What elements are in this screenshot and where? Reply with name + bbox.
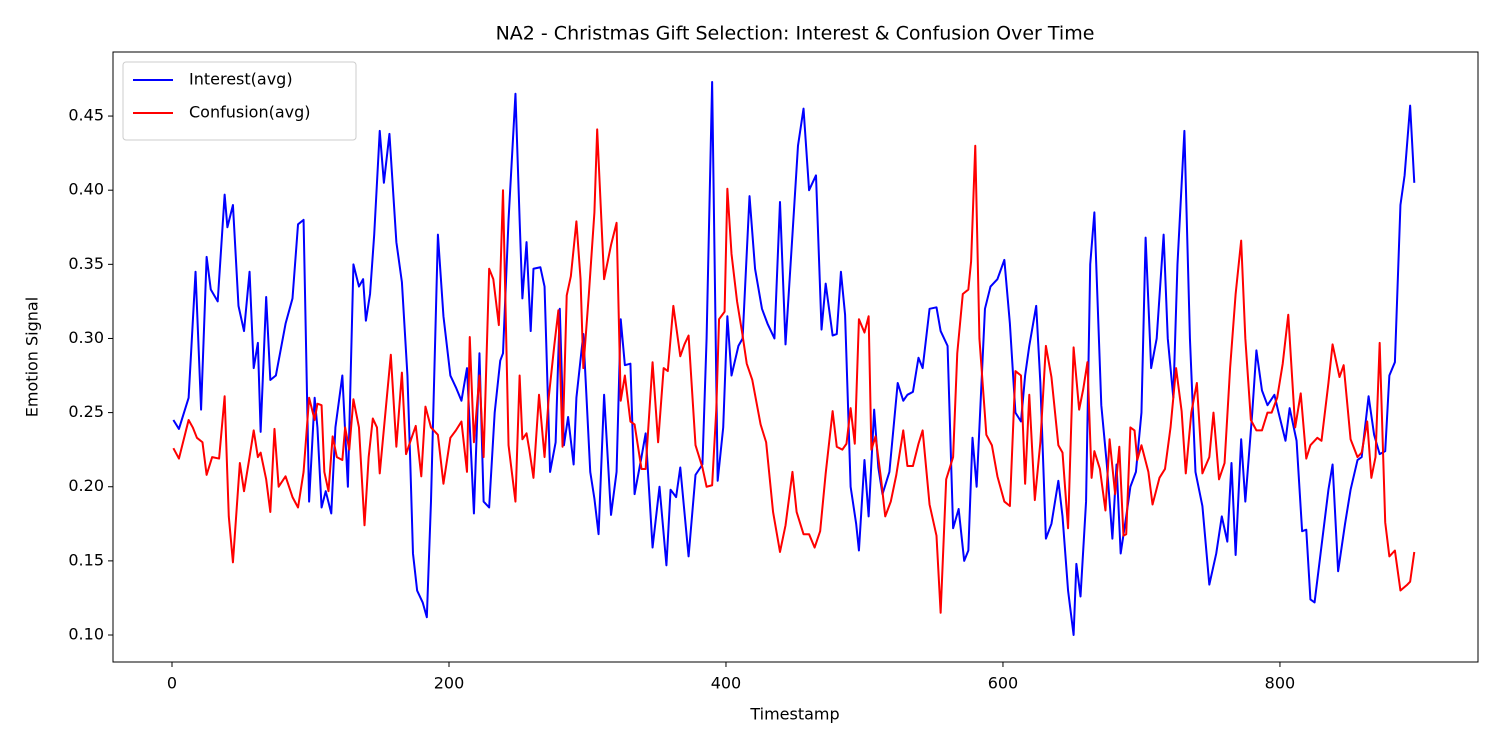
- x-tick-label: 800: [1265, 674, 1296, 693]
- plot-frame: [112, 51, 1479, 663]
- y-axis-label: Emotion Signal: [23, 297, 42, 417]
- chart-title: NA2 - Christmas Gift Selection: Interest…: [496, 23, 1095, 45]
- legend-box: [122, 61, 357, 141]
- x-tick-label: 600: [988, 674, 1019, 693]
- x-tick-label: 0: [167, 674, 177, 693]
- y-tick-label: 0.15: [68, 550, 104, 569]
- x-tick-label: 400: [711, 674, 742, 693]
- x-axis-label: Timestamp: [749, 705, 839, 724]
- data-line: [172, 128, 1416, 614]
- y-tick-label: 0.10: [68, 625, 104, 644]
- x-tick-label: 200: [434, 674, 465, 693]
- data-line: [172, 80, 1416, 637]
- y-tick-label: 0.40: [68, 180, 104, 199]
- legend: Interest(avg) Confusion(avg): [122, 61, 357, 141]
- y-tick-label: 0.25: [68, 402, 104, 421]
- y-tick-label: 0.20: [68, 476, 104, 495]
- y-tick-label: 0.45: [68, 106, 104, 125]
- legend-label: Interest(avg): [189, 70, 293, 89]
- y-tick-label: 0.35: [68, 254, 104, 273]
- y-tick-label: 0.30: [68, 328, 104, 347]
- legend-label: Confusion(avg): [189, 103, 311, 122]
